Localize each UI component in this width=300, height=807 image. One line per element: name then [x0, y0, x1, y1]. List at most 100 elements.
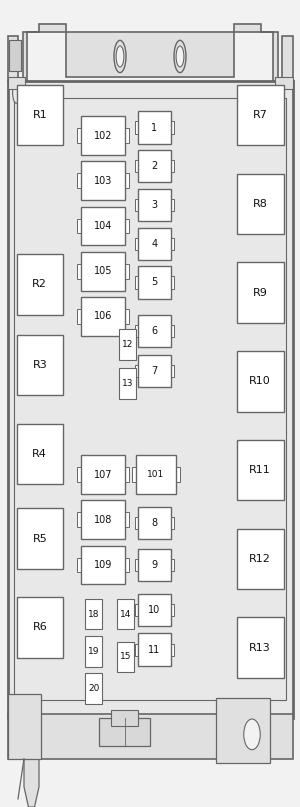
- Text: R4: R4: [32, 449, 47, 459]
- Bar: [135, 604, 138, 617]
- Text: 3: 3: [152, 200, 158, 210]
- Text: R2: R2: [32, 279, 47, 290]
- Bar: [119, 329, 136, 360]
- Bar: [66, 32, 234, 77]
- Circle shape: [114, 40, 126, 73]
- Text: R1: R1: [32, 110, 47, 120]
- Bar: [124, 264, 129, 278]
- Bar: [81, 161, 124, 200]
- Bar: [77, 174, 81, 188]
- Bar: [16, 335, 63, 395]
- Bar: [77, 219, 81, 233]
- Bar: [117, 642, 134, 672]
- Circle shape: [13, 82, 20, 103]
- Polygon shape: [8, 24, 66, 81]
- Bar: [171, 276, 174, 289]
- Bar: [132, 467, 136, 482]
- Bar: [124, 219, 129, 233]
- Bar: [77, 264, 81, 278]
- Bar: [135, 237, 138, 250]
- Bar: [237, 262, 284, 323]
- Bar: [171, 558, 174, 571]
- Bar: [81, 116, 124, 155]
- Bar: [135, 199, 138, 211]
- Text: 2: 2: [152, 161, 158, 171]
- Circle shape: [176, 46, 184, 67]
- Bar: [8, 714, 292, 759]
- Text: R7: R7: [253, 110, 268, 120]
- Bar: [81, 252, 124, 291]
- Bar: [135, 516, 138, 529]
- Bar: [8, 81, 292, 718]
- Bar: [138, 150, 171, 182]
- Bar: [9, 40, 21, 71]
- Bar: [111, 710, 138, 726]
- Bar: [136, 455, 176, 494]
- Text: 106: 106: [94, 312, 112, 321]
- Circle shape: [116, 46, 124, 67]
- Text: 5: 5: [152, 278, 158, 287]
- Bar: [85, 673, 102, 704]
- Bar: [138, 549, 171, 581]
- Bar: [85, 636, 102, 667]
- Polygon shape: [24, 759, 39, 807]
- Text: R10: R10: [249, 376, 271, 387]
- Text: R12: R12: [249, 554, 271, 564]
- Bar: [216, 698, 270, 763]
- Text: R8: R8: [253, 199, 268, 209]
- Bar: [171, 516, 174, 529]
- Bar: [171, 160, 174, 173]
- Bar: [176, 467, 180, 482]
- Text: 18: 18: [88, 609, 100, 619]
- Text: 14: 14: [120, 609, 131, 619]
- Bar: [77, 128, 81, 143]
- Bar: [138, 189, 171, 221]
- Text: 6: 6: [152, 326, 158, 336]
- Text: 1: 1: [152, 123, 158, 132]
- Text: 10: 10: [148, 605, 160, 615]
- Bar: [171, 199, 174, 211]
- Text: R5: R5: [32, 533, 47, 544]
- Bar: [81, 297, 124, 336]
- Bar: [16, 508, 63, 569]
- Text: 103: 103: [94, 176, 112, 186]
- Bar: [135, 324, 138, 337]
- Bar: [138, 633, 171, 666]
- Text: 105: 105: [94, 266, 112, 276]
- Bar: [8, 77, 26, 89]
- Bar: [135, 643, 138, 656]
- Text: 20: 20: [88, 684, 99, 693]
- Bar: [99, 718, 150, 746]
- Bar: [77, 512, 81, 527]
- Bar: [237, 617, 284, 678]
- Bar: [138, 315, 171, 347]
- Bar: [16, 254, 63, 315]
- Text: 15: 15: [119, 652, 131, 662]
- Bar: [171, 643, 174, 656]
- Circle shape: [174, 40, 186, 73]
- Bar: [237, 529, 284, 589]
- Bar: [135, 365, 138, 378]
- Bar: [138, 355, 171, 387]
- Text: 4: 4: [152, 239, 158, 249]
- Bar: [135, 160, 138, 173]
- Bar: [135, 558, 138, 571]
- Bar: [237, 85, 284, 145]
- Bar: [124, 512, 129, 527]
- Bar: [138, 507, 171, 539]
- Bar: [8, 694, 41, 759]
- Bar: [138, 266, 171, 299]
- Bar: [171, 237, 174, 250]
- Bar: [135, 121, 138, 134]
- Text: 7: 7: [152, 366, 158, 376]
- Polygon shape: [234, 24, 292, 81]
- Bar: [124, 558, 129, 572]
- Bar: [135, 276, 138, 289]
- Bar: [138, 228, 171, 260]
- Bar: [16, 597, 63, 658]
- Bar: [77, 558, 81, 572]
- Bar: [124, 174, 129, 188]
- Text: R9: R9: [253, 287, 268, 298]
- Text: 8: 8: [152, 518, 158, 528]
- Bar: [124, 309, 129, 324]
